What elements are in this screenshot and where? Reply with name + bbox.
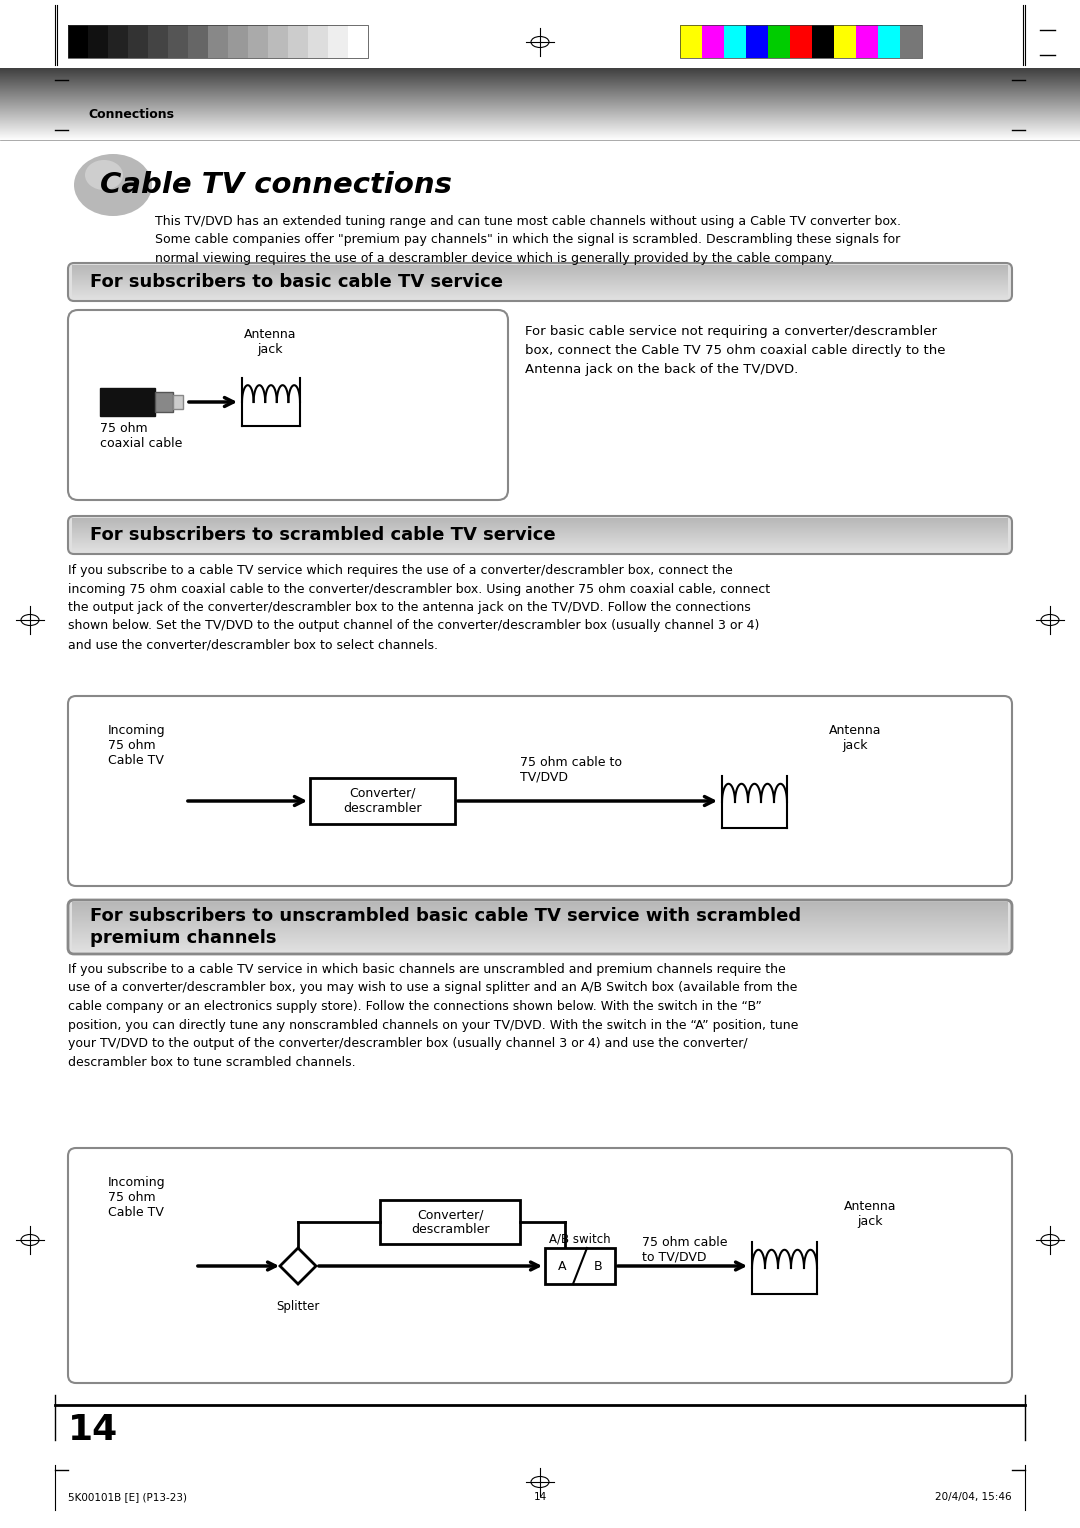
Text: Cable TV connections: Cable TV connections [100, 171, 453, 199]
Bar [310, 778, 455, 824]
Text: 75 ohm cable
to TV/DVD: 75 ohm cable to TV/DVD [642, 1236, 728, 1264]
FancyBboxPatch shape [68, 310, 508, 500]
Text: Antenna
jack: Antenna jack [244, 329, 296, 356]
Bar [168, 24, 188, 58]
Text: Converter/
descrambler: Converter/ descrambler [410, 1209, 489, 1236]
Bar [702, 24, 724, 58]
Text: Converter/
descrambler: Converter/ descrambler [343, 787, 422, 814]
Text: 14: 14 [534, 1491, 546, 1502]
Ellipse shape [75, 154, 152, 215]
FancyBboxPatch shape [68, 516, 1012, 555]
Bar [156, 393, 173, 413]
Bar [308, 24, 328, 58]
Text: 20/4/04, 15:46: 20/4/04, 15:46 [935, 1491, 1012, 1502]
Bar [100, 388, 156, 416]
Text: 75 ohm cable to
TV/DVD: 75 ohm cable to TV/DVD [519, 756, 622, 784]
Bar [288, 24, 308, 58]
FancyBboxPatch shape [68, 695, 1012, 886]
Bar [789, 24, 812, 58]
Bar [68, 24, 87, 58]
Text: 14: 14 [68, 1413, 118, 1447]
Bar [768, 24, 789, 58]
Polygon shape [280, 1248, 316, 1284]
Text: This TV/DVD has an extended tuning range and can tune most cable channels withou: This TV/DVD has an extended tuning range… [156, 215, 901, 264]
FancyBboxPatch shape [68, 263, 1012, 301]
Bar [188, 24, 208, 58]
Bar [248, 24, 268, 58]
Text: For subscribers to unscrambled basic cable TV service with scrambled
premium cha: For subscribers to unscrambled basic cab… [90, 908, 801, 947]
Text: 75 ohm
coaxial cable: 75 ohm coaxial cable [100, 422, 183, 451]
Text: B: B [594, 1259, 603, 1273]
Text: If you subscribe to a cable TV service which requires the use of a converter/des: If you subscribe to a cable TV service w… [68, 564, 770, 651]
Bar [680, 24, 702, 58]
Bar [746, 24, 768, 58]
Bar [900, 24, 922, 58]
Bar [380, 1199, 519, 1244]
Text: Antenna
jack: Antenna jack [828, 724, 881, 752]
Text: A/B switch: A/B switch [550, 1232, 611, 1245]
Bar [545, 1248, 615, 1284]
Text: For subscribers to basic cable TV service: For subscribers to basic cable TV servic… [90, 274, 503, 290]
Text: Connections: Connections [87, 108, 174, 122]
Text: For basic cable service not requiring a converter/descrambler
box, connect the C: For basic cable service not requiring a … [525, 325, 945, 376]
FancyBboxPatch shape [68, 1148, 1012, 1383]
Bar [328, 24, 348, 58]
Bar [173, 396, 183, 410]
Text: If you subscribe to a cable TV service in which basic channels are unscrambled a: If you subscribe to a cable TV service i… [68, 963, 798, 1068]
Bar [129, 24, 148, 58]
Bar [208, 24, 228, 58]
Bar [680, 24, 922, 58]
Bar [68, 24, 368, 58]
Bar [148, 24, 168, 58]
Bar [108, 24, 129, 58]
Bar [0, 0, 1080, 69]
Bar [834, 24, 856, 58]
Bar [228, 24, 248, 58]
Bar [878, 24, 900, 58]
Text: Antenna
jack: Antenna jack [843, 1199, 896, 1229]
Bar [268, 24, 288, 58]
Bar [87, 24, 108, 58]
Bar [856, 24, 878, 58]
Text: For subscribers to scrambled cable TV service: For subscribers to scrambled cable TV se… [90, 526, 555, 544]
Text: A: A [557, 1259, 566, 1273]
Text: Splitter: Splitter [276, 1300, 320, 1313]
Ellipse shape [85, 160, 123, 189]
Bar [724, 24, 746, 58]
Bar [348, 24, 368, 58]
Text: Incoming
75 ohm
Cable TV: Incoming 75 ohm Cable TV [108, 1177, 165, 1219]
FancyBboxPatch shape [68, 900, 1012, 953]
Text: 5K00101B [E] (P13-23): 5K00101B [E] (P13-23) [68, 1491, 187, 1502]
Text: Incoming
75 ohm
Cable TV: Incoming 75 ohm Cable TV [108, 724, 165, 767]
Bar [812, 24, 834, 58]
